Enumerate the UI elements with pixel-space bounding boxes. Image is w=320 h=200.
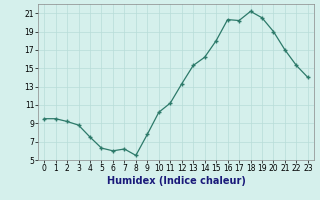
X-axis label: Humidex (Indice chaleur): Humidex (Indice chaleur) <box>107 176 245 186</box>
